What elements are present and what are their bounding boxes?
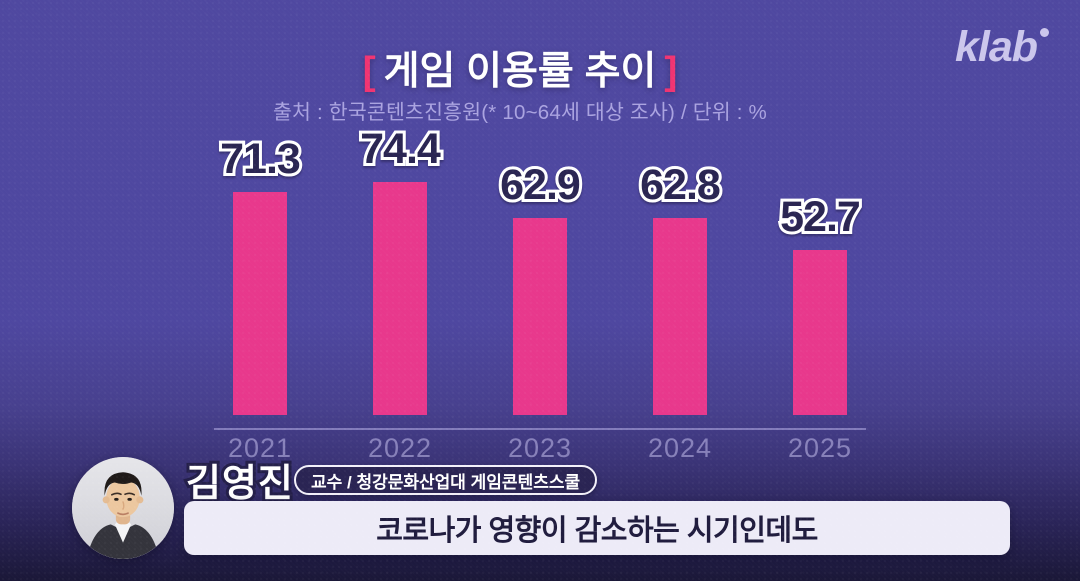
x-tick-2021: 2021 — [227, 433, 293, 463]
chart-source-note: 출처 : 한국콘텐츠진흥원(* 10~64세 대상 조사) / 단위 : % — [272, 101, 767, 124]
klab-logo-text: klab — [954, 23, 1038, 71]
bar-value-2022: 74.4 — [357, 122, 444, 176]
x-tick-2023: 2023 — [507, 433, 573, 463]
bar-2023 — [513, 218, 567, 415]
x-tick-2025: 2025 — [787, 433, 853, 463]
x-tick-2024: 2024 — [647, 433, 713, 463]
title-bracket-left-icon: [ — [362, 50, 376, 93]
man-portrait-icon — [72, 457, 174, 559]
bar-value-2021: 71.3 — [217, 132, 304, 186]
bar-value-2023: 62.9 — [497, 158, 584, 212]
klab-logo: klab — [954, 23, 1049, 71]
chart-title-text: 게임 이용률 추이 — [383, 50, 657, 93]
subtitle-caption-box: 코로나가 영향이 감소하는 시기인데도 — [184, 501, 1010, 555]
bar-value-2024: 62.8 — [637, 158, 724, 212]
speaker-affiliation-text: 교수 / 청강문화산업대 게임콘텐츠스쿨 — [311, 472, 581, 492]
subtitle-caption-text: 코로나가 영향이 감소하는 시기인데도 — [376, 515, 818, 547]
speaker-name: 김영진 — [183, 460, 296, 508]
bar-2021 — [233, 192, 287, 415]
speaker-affiliation-badge: 교수 / 청강문화산업대 게임콘텐츠스쿨 — [294, 465, 598, 495]
bar-value-2025: 52.7 — [777, 190, 864, 244]
klab-logo-dot-icon — [1040, 28, 1049, 37]
bar-2022 — [373, 182, 427, 415]
x-tick-2022: 2022 — [367, 433, 433, 463]
speaker-avatar — [72, 457, 174, 559]
bar-2025 — [793, 250, 847, 415]
x-axis-line — [214, 428, 866, 430]
title-bracket-right-icon: ] — [664, 50, 678, 93]
bar-2024 — [653, 218, 707, 415]
chart-title: [게임 이용률 추이] — [0, 40, 1040, 96]
